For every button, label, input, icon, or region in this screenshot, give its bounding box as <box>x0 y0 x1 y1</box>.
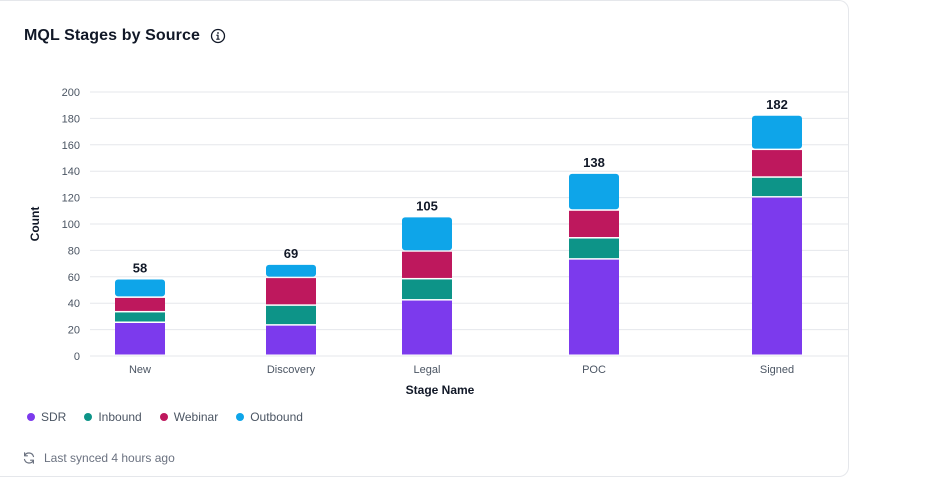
bar-total-label: 182 <box>766 97 788 112</box>
y-axis-label: Count <box>28 207 42 242</box>
y-tick-label: 160 <box>62 140 80 152</box>
y-tick-label: 20 <box>68 325 80 337</box>
bar-segment-outbound <box>569 173 619 210</box>
x-tick-label: POC <box>582 364 606 376</box>
chart-title: MQL Stages by Source <box>24 27 200 44</box>
x-tick-label: Signed <box>760 364 794 376</box>
sync-status: Last synced 4 hours ago <box>22 451 175 465</box>
y-tick-label: 180 <box>62 113 80 125</box>
chart-legend: SDR Inbound Webinar Outbound <box>27 410 303 424</box>
bar-segment-sdr <box>569 259 619 355</box>
sync-status-text: Last synced 4 hours ago <box>44 451 175 465</box>
bar-segment-webinar <box>569 210 619 238</box>
bar-segment-inbound <box>266 305 316 325</box>
chart-card: MQL Stages by Source 0 20 40 60 80 100 120 140 1… <box>0 0 849 477</box>
bar-segment-webinar <box>402 251 452 278</box>
legend-item-inbound[interactable]: Inbound <box>84 410 142 424</box>
sync-icon <box>22 451 36 465</box>
y-tick-label: 0 <box>74 351 80 363</box>
bar-segment-sdr <box>402 300 452 355</box>
bar-segment-outbound <box>402 217 452 251</box>
bar-segment-webinar <box>752 150 802 177</box>
y-tick-label: 80 <box>68 245 80 257</box>
legend-item-webinar[interactable]: Webinar <box>159 410 219 424</box>
bar-total-label: 138 <box>583 155 605 170</box>
legend-label: Outbound <box>250 410 303 424</box>
bar-segment-outbound <box>115 279 165 297</box>
x-tick-label: New <box>129 364 151 376</box>
x-tick-label: Legal <box>414 364 441 376</box>
y-tick-label: 200 <box>62 87 80 99</box>
y-tick-label: 120 <box>62 193 80 205</box>
bar-segment-inbound <box>752 177 802 197</box>
card-header: MQL Stages by Source <box>24 27 226 45</box>
legend-swatch <box>84 413 93 421</box>
legend-label: SDR <box>41 410 67 424</box>
legend-label: Inbound <box>98 410 142 424</box>
bar-total-label: 58 <box>133 260 147 275</box>
legend-swatch <box>27 413 35 421</box>
bar-segment-sdr <box>115 323 165 355</box>
x-axis-label: Stage Name <box>406 383 475 397</box>
y-tick-label: 140 <box>62 166 80 178</box>
bar-total-label: 69 <box>284 246 298 261</box>
y-tick-label: 40 <box>68 298 80 310</box>
legend-swatch <box>159 413 168 421</box>
bar-segment-sdr <box>266 325 316 355</box>
x-tick-label: Discovery <box>267 364 316 376</box>
bar-segment-inbound <box>569 238 619 259</box>
bar-segment-webinar <box>115 297 165 311</box>
legend-item-outbound[interactable]: Outbound <box>236 410 303 424</box>
info-icon[interactable] <box>210 28 226 44</box>
y-tick-label: 100 <box>62 219 80 231</box>
bar-segment-inbound <box>115 312 165 322</box>
y-tick-label: 60 <box>68 272 80 284</box>
legend-item-sdr[interactable]: SDR <box>27 410 66 424</box>
legend-label: Webinar <box>173 410 219 424</box>
bar-segment-outbound <box>266 264 316 277</box>
stacked-bar-chart: 0 20 40 60 80 100 120 140 160 180 200 Count 58 New 69 D… <box>28 87 849 397</box>
bar-segment-webinar <box>266 278 316 305</box>
bar-segment-inbound <box>402 279 452 300</box>
bar-segment-outbound <box>752 115 802 149</box>
bar-segment-sdr <box>752 197 802 355</box>
legend-swatch <box>236 413 245 421</box>
bar-total-label: 105 <box>416 198 438 213</box>
